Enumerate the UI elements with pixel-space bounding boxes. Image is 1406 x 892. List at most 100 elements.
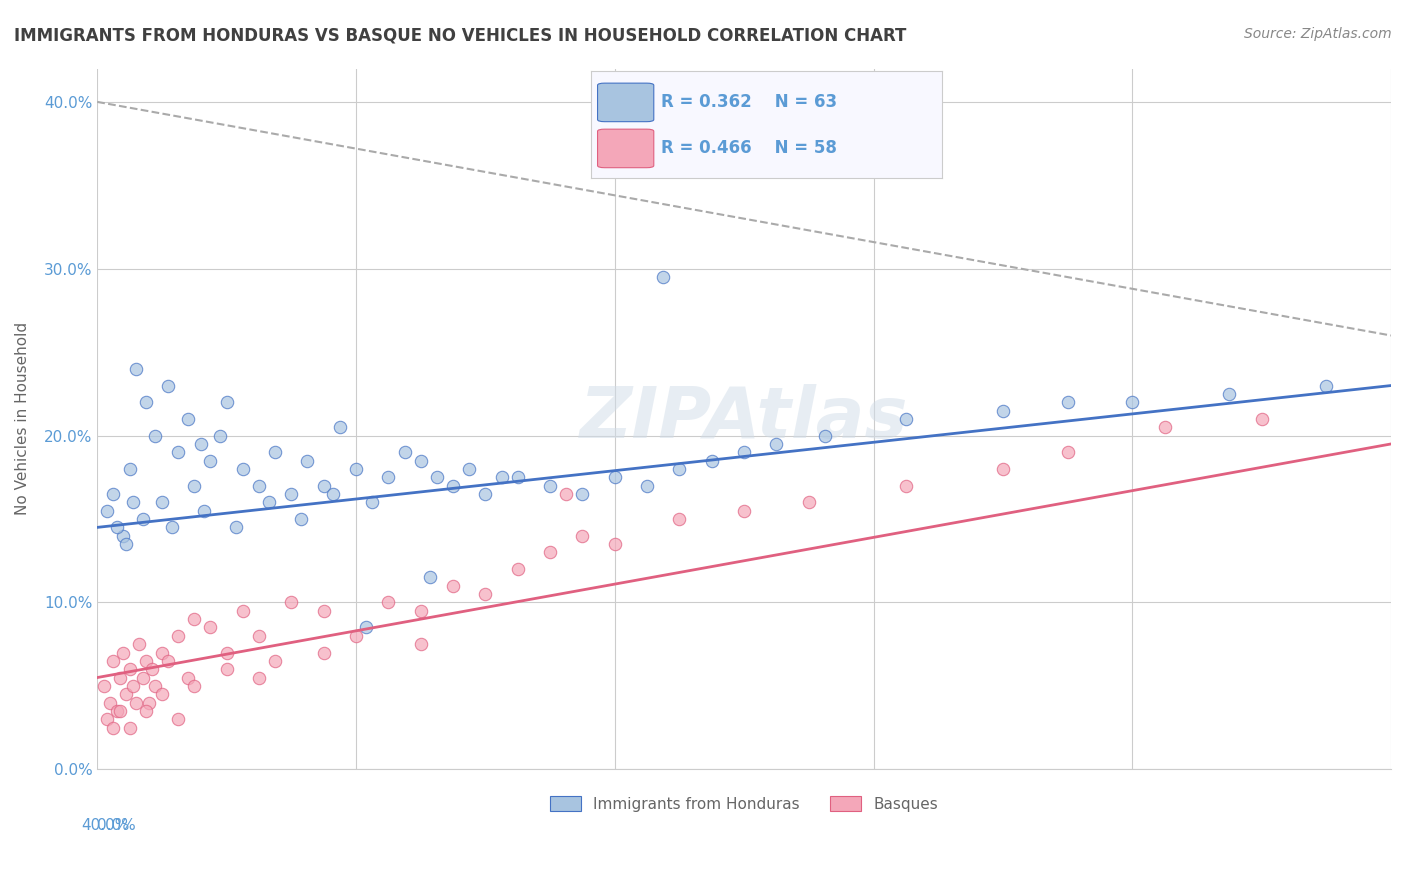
Point [183, 612, 205, 626]
Point [538, 545, 561, 559]
Legend: Immigrants from Honduras, Basques: Immigrants from Honduras, Basques [544, 789, 943, 818]
FancyBboxPatch shape [598, 83, 654, 121]
Point [200, 453, 222, 467]
Point [135, 395, 157, 409]
Point [135, 704, 157, 718]
Point [121, 679, 143, 693]
Point [636, 478, 658, 492]
Point [344, 462, 367, 476]
Point [112, 529, 135, 543]
Point [118, 662, 141, 676]
Point [312, 646, 335, 660]
Point [103, 721, 125, 735]
Point [290, 512, 312, 526]
Point [312, 604, 335, 618]
FancyBboxPatch shape [598, 129, 654, 168]
Point [125, 696, 148, 710]
Point [108, 671, 131, 685]
Point [1315, 378, 1337, 392]
Point [141, 662, 163, 676]
Point [280, 595, 302, 609]
Text: 0.0%: 0.0% [97, 818, 136, 833]
Point [131, 512, 153, 526]
Y-axis label: No Vehicles in Household: No Vehicles in Household [15, 322, 30, 516]
Point [506, 562, 529, 576]
Text: R = 0.362    N = 63: R = 0.362 N = 63 [661, 94, 837, 112]
Point [225, 520, 247, 534]
Text: R = 0.466    N = 58: R = 0.466 N = 58 [661, 139, 837, 157]
Point [247, 629, 270, 643]
Point [1218, 387, 1240, 401]
Point [98, 696, 121, 710]
Point [157, 378, 180, 392]
Point [1056, 445, 1078, 459]
Point [297, 453, 319, 467]
Point [135, 654, 157, 668]
Point [458, 462, 481, 476]
Point [394, 445, 416, 459]
Point [193, 504, 215, 518]
Point [177, 671, 200, 685]
Point [571, 529, 593, 543]
Point [167, 629, 190, 643]
Point [419, 570, 441, 584]
Point [329, 420, 352, 434]
Point [603, 470, 626, 484]
Point [118, 462, 141, 476]
Point [571, 487, 593, 501]
Text: IMMIGRANTS FROM HONDURAS VS BASQUE NO VEHICLES IN HOUSEHOLD CORRELATION CHART: IMMIGRANTS FROM HONDURAS VS BASQUE NO VE… [14, 27, 907, 45]
Point [814, 428, 837, 442]
Point [150, 646, 173, 660]
Point [177, 412, 200, 426]
Point [426, 470, 449, 484]
Point [491, 470, 513, 484]
Point [96, 504, 118, 518]
Point [105, 704, 128, 718]
Point [93, 679, 115, 693]
Point [215, 662, 238, 676]
Point [409, 453, 432, 467]
Point [1056, 395, 1078, 409]
Point [377, 595, 399, 609]
Point [991, 462, 1014, 476]
Point [115, 687, 138, 701]
Point [105, 520, 128, 534]
Point [103, 654, 125, 668]
Point [209, 428, 232, 442]
Point [344, 629, 367, 643]
Point [538, 478, 561, 492]
Point [247, 671, 270, 685]
Point [894, 412, 917, 426]
Point [264, 445, 287, 459]
Point [215, 646, 238, 660]
Point [894, 478, 917, 492]
Point [474, 487, 496, 501]
Point [354, 620, 377, 634]
Point [474, 587, 496, 601]
Point [441, 579, 464, 593]
Point [247, 478, 270, 492]
Point [668, 462, 690, 476]
Point [991, 403, 1014, 417]
Point [138, 696, 160, 710]
Point [280, 487, 302, 501]
Point [215, 395, 238, 409]
Point [409, 604, 432, 618]
Point [652, 270, 675, 285]
Point [257, 495, 280, 509]
Text: ZIPAtlas: ZIPAtlas [579, 384, 908, 453]
Point [118, 721, 141, 735]
Point [103, 487, 125, 501]
Point [506, 470, 529, 484]
Point [145, 679, 167, 693]
Point [115, 537, 138, 551]
Point [131, 671, 153, 685]
Point [668, 512, 690, 526]
Point [1121, 395, 1143, 409]
Point [312, 478, 335, 492]
Point [121, 495, 143, 509]
Point [125, 362, 148, 376]
Point [322, 487, 344, 501]
Text: 40.0%: 40.0% [82, 818, 129, 833]
Point [96, 712, 118, 726]
